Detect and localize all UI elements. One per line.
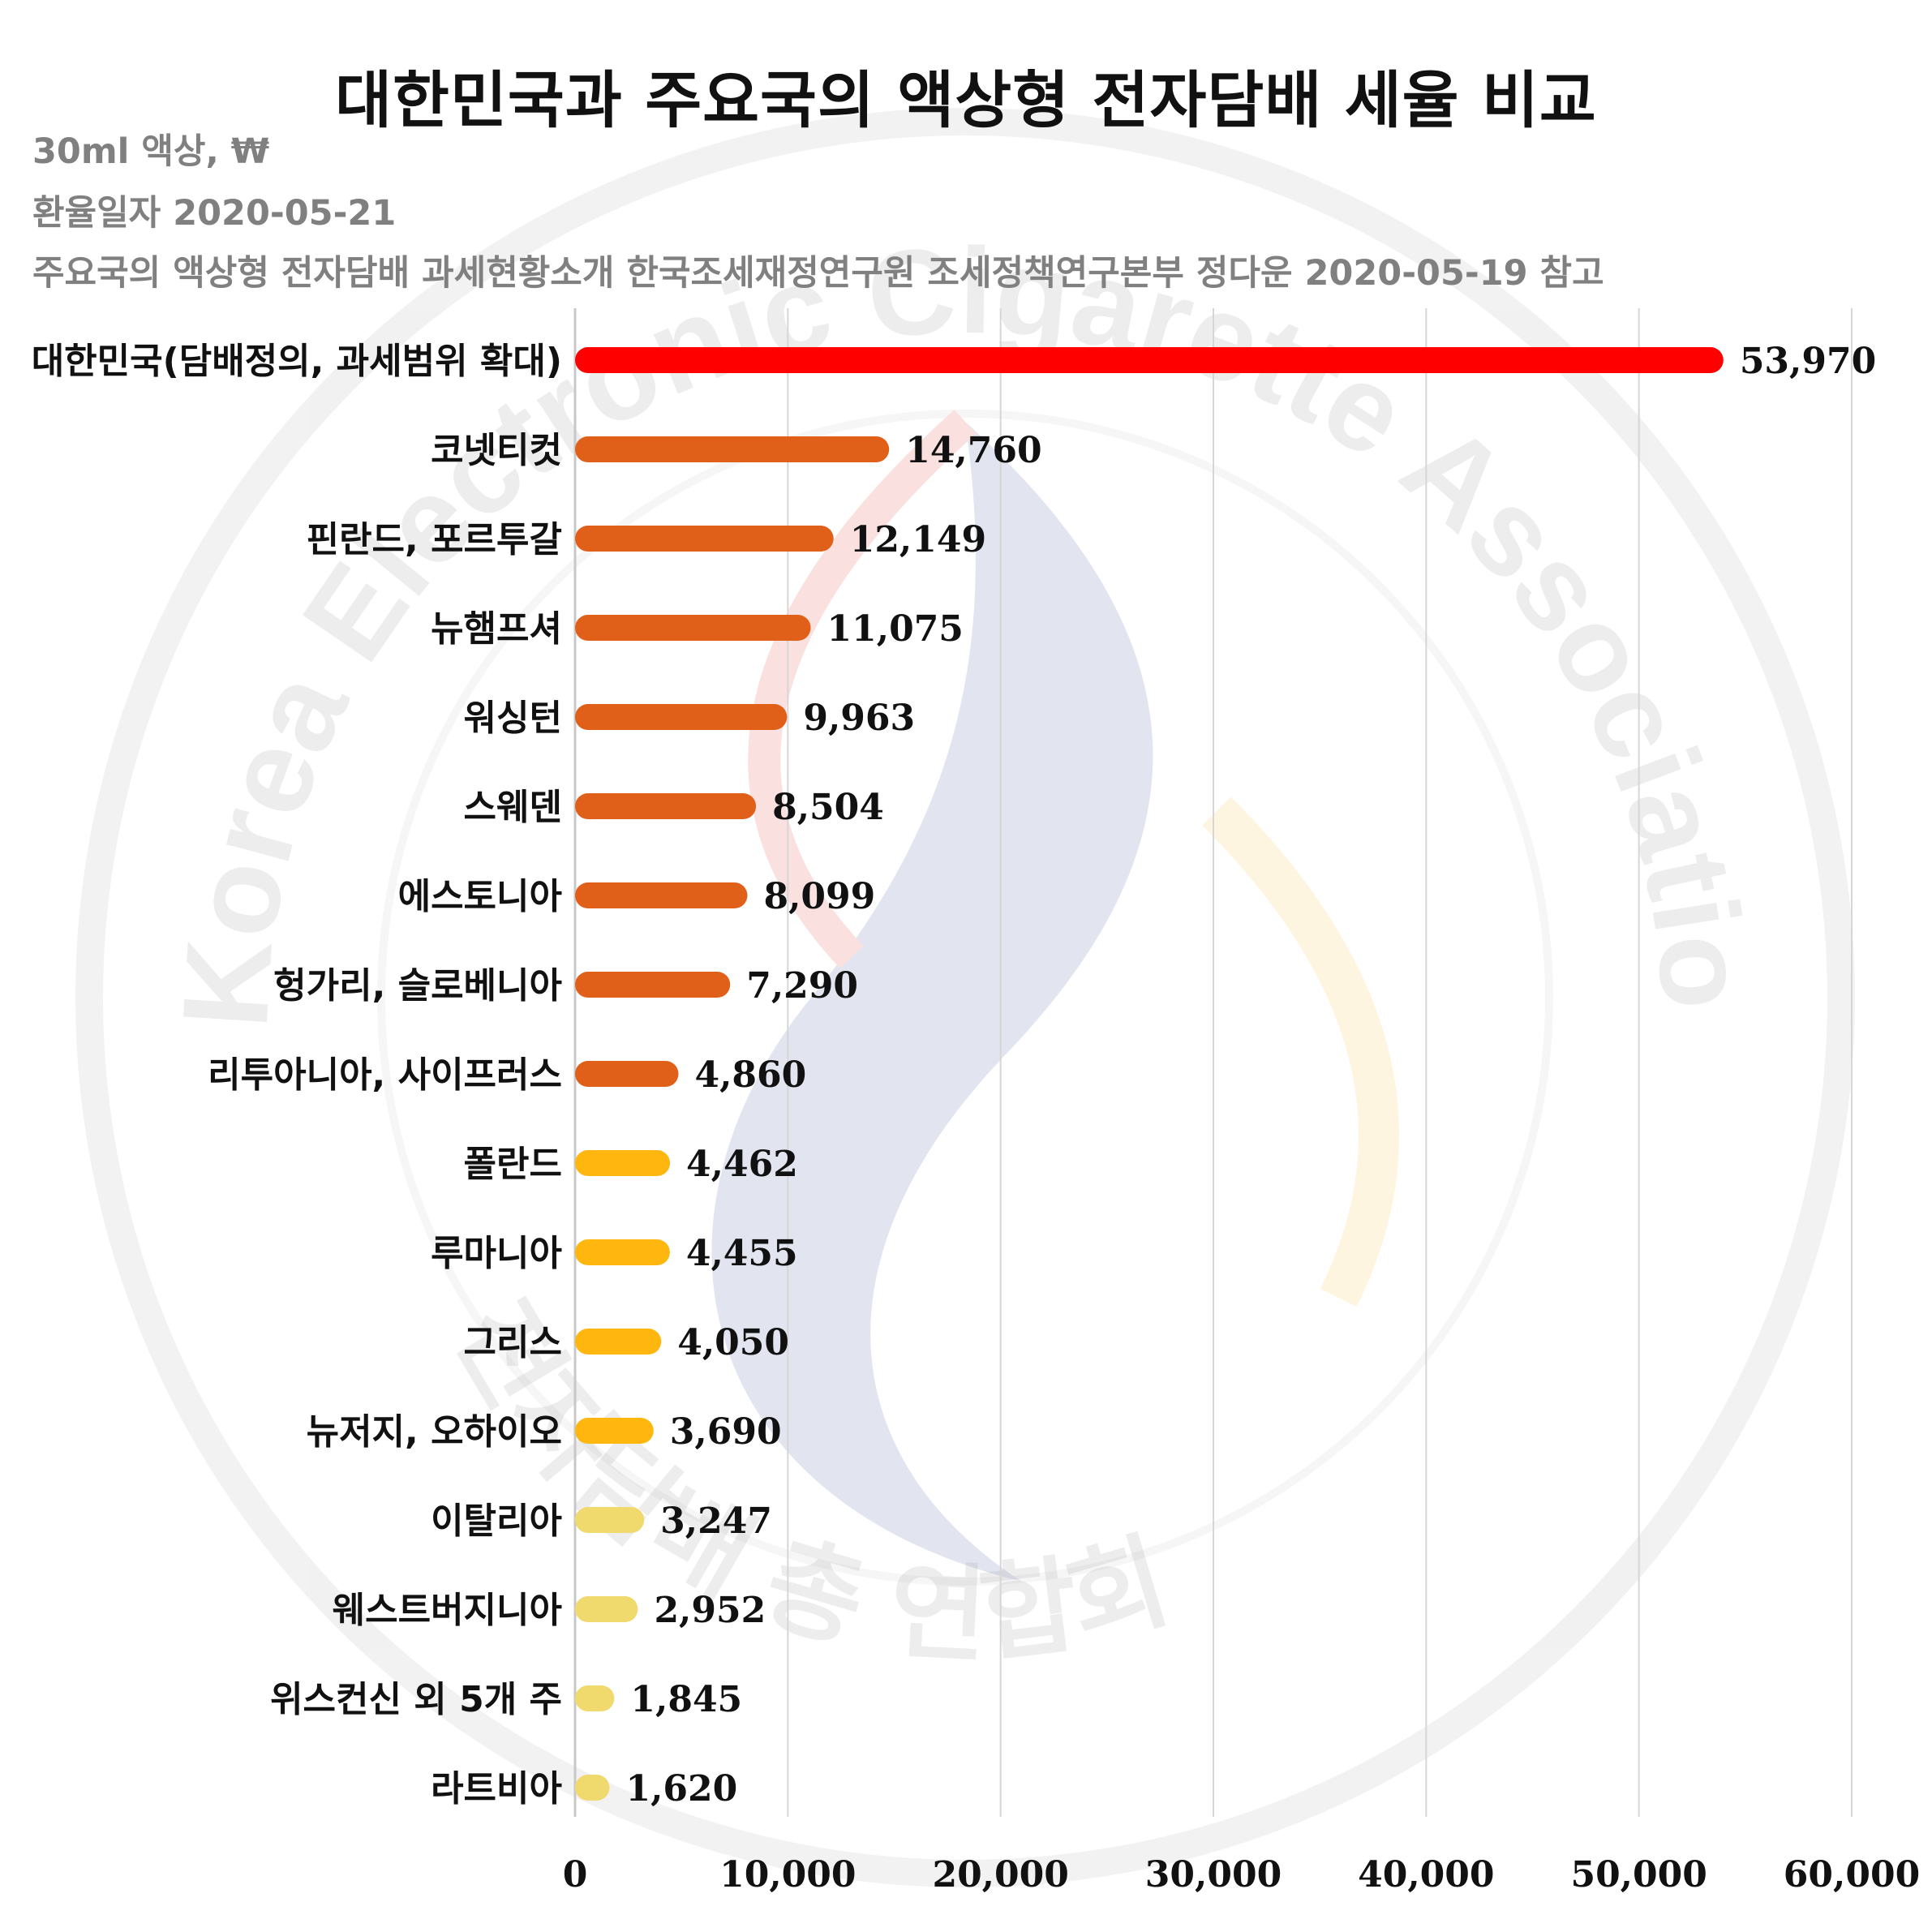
bar <box>575 436 890 462</box>
bar <box>575 1061 679 1087</box>
category-label: 그리스 <box>464 1322 562 1363</box>
data-label: 2,952 <box>654 1590 766 1631</box>
category-label: 루마니아 <box>431 1233 562 1274</box>
category-label: 헝가리, 슬로베니아 <box>273 965 562 1007</box>
bar <box>575 1150 671 1176</box>
data-label: 4,860 <box>694 1054 806 1096</box>
bar <box>575 615 811 641</box>
data-label: 9,963 <box>803 698 915 739</box>
data-label: 4,050 <box>677 1322 789 1363</box>
bar <box>575 793 757 819</box>
bar <box>575 1775 610 1801</box>
data-label: 1,845 <box>630 1679 742 1720</box>
category-label: 위스컨신 외 5개 주 <box>270 1679 562 1720</box>
subtitle-source: 주요국의 액상형 전자담배 과세현황소개 한국조세재정연구원 조세정책연구본부 … <box>32 253 1604 294</box>
bar <box>575 1329 662 1355</box>
bar <box>575 882 748 908</box>
bar <box>575 1685 615 1711</box>
gridlines <box>573 308 1853 1817</box>
data-label: 3,247 <box>660 1501 772 1542</box>
bar <box>575 347 1724 373</box>
bar <box>575 1596 638 1622</box>
subtitle-exchange-date: 환율일자 2020-05-21 <box>32 193 397 234</box>
data-label: 4,455 <box>686 1233 798 1274</box>
x-tick-label: 50,000 <box>1570 1854 1707 1896</box>
bar <box>575 1418 654 1444</box>
bar <box>575 1239 670 1265</box>
category-label: 대한민국(담배정의, 과세범위 확대) <box>32 341 562 382</box>
data-label: 53,970 <box>1740 341 1876 382</box>
x-tick-label: 10,000 <box>719 1854 856 1896</box>
x-tick-label: 20,000 <box>932 1854 1068 1896</box>
data-label: 12,149 <box>850 519 986 560</box>
labels: 0 10,000 20,000 30,000 40,000 50,000 60,000 대한민… <box>32 341 1921 1896</box>
data-label: 3,690 <box>670 1411 782 1453</box>
category-label: 코넷티컷 <box>431 430 562 471</box>
category-label: 스웨덴 <box>464 787 562 828</box>
data-label: 1,620 <box>625 1768 737 1810</box>
x-tick-label: 40,000 <box>1358 1854 1494 1896</box>
category-label: 이탈리아 <box>431 1501 562 1542</box>
category-label: 라트비아 <box>431 1768 562 1810</box>
bar <box>575 1507 645 1533</box>
data-label: 8,504 <box>772 787 884 828</box>
category-label: 핀란드, 포르투갈 <box>307 519 562 560</box>
data-label: 11,075 <box>827 608 964 650</box>
category-label: 폴란드 <box>464 1144 562 1185</box>
bar <box>575 526 834 552</box>
bars <box>575 347 1724 1801</box>
data-label: 4,462 <box>686 1144 798 1185</box>
x-tick-label: 30,000 <box>1145 1854 1282 1896</box>
x-tick-label: 60,000 <box>1784 1854 1920 1896</box>
data-label: 14,760 <box>905 430 1041 471</box>
category-label: 에스토니아 <box>398 876 562 917</box>
data-label: 8,099 <box>763 876 875 917</box>
category-label: 리투아니아, 사이프러스 <box>208 1054 562 1096</box>
subtitle-unit: 30ml 액상, ₩ <box>32 131 270 172</box>
chart-title: 대한민국과 주요국의 액상형 전자담배 세율 비교 <box>335 64 1597 136</box>
category-label: 뉴저지, 오하이오 <box>307 1411 562 1453</box>
category-label: 뉴햄프셔 <box>431 608 562 650</box>
bar <box>575 704 788 730</box>
x-tick-label: 0 <box>563 1854 588 1896</box>
bar <box>575 972 731 998</box>
category-label: 웨스트버지니아 <box>333 1590 562 1631</box>
data-label: 7,290 <box>746 965 858 1007</box>
category-label: 워싱턴 <box>464 698 562 739</box>
